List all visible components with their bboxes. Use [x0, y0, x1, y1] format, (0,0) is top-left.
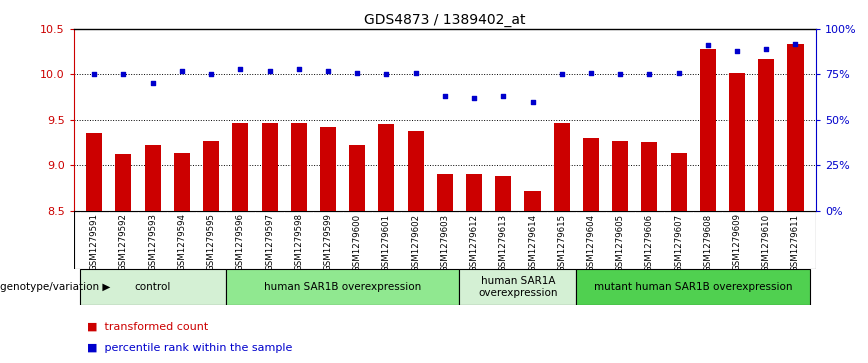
FancyBboxPatch shape — [80, 269, 226, 305]
Text: mutant human SAR1B overexpression: mutant human SAR1B overexpression — [594, 282, 792, 292]
Point — [175, 68, 189, 74]
Bar — [612, 141, 628, 211]
Bar — [233, 122, 248, 211]
Bar — [787, 44, 804, 211]
Text: GSM1279605: GSM1279605 — [615, 213, 625, 272]
Text: GSM1279598: GSM1279598 — [294, 213, 303, 272]
Text: GSM1279597: GSM1279597 — [265, 213, 274, 272]
Point — [263, 68, 277, 74]
Text: GSM1279601: GSM1279601 — [382, 213, 391, 272]
Text: GSM1279603: GSM1279603 — [440, 213, 450, 272]
Text: ■  transformed count: ■ transformed count — [87, 322, 208, 332]
Point — [555, 72, 569, 77]
Point — [496, 93, 510, 99]
Bar — [641, 142, 657, 211]
Text: control: control — [135, 282, 171, 292]
Text: GSM1279599: GSM1279599 — [324, 213, 332, 271]
Point — [409, 70, 423, 76]
Text: GSM1279613: GSM1279613 — [499, 213, 508, 272]
Point — [351, 70, 365, 76]
Text: genotype/variation ▶: genotype/variation ▶ — [0, 282, 110, 292]
Point — [525, 99, 539, 105]
Point — [467, 95, 481, 101]
Text: GSM1279615: GSM1279615 — [557, 213, 566, 272]
Point — [788, 41, 802, 46]
Text: GSM1279609: GSM1279609 — [733, 213, 741, 272]
Point — [379, 72, 393, 77]
Bar — [729, 73, 745, 211]
Bar — [583, 138, 599, 211]
Text: GSM1279591: GSM1279591 — [89, 213, 99, 272]
Text: GSM1279606: GSM1279606 — [645, 213, 654, 272]
Text: GSM1279611: GSM1279611 — [791, 213, 800, 272]
Text: GSM1279612: GSM1279612 — [470, 213, 478, 272]
Text: GSM1279595: GSM1279595 — [207, 213, 215, 272]
Point — [292, 66, 306, 72]
Title: GDS4873 / 1389402_at: GDS4873 / 1389402_at — [364, 13, 526, 26]
Point — [700, 42, 714, 48]
Text: GSM1279592: GSM1279592 — [119, 213, 128, 272]
Bar — [320, 127, 336, 211]
Text: GSM1279614: GSM1279614 — [528, 213, 537, 272]
Bar — [378, 125, 394, 211]
Point — [672, 70, 686, 76]
Text: GSM1279594: GSM1279594 — [177, 213, 187, 272]
Bar — [437, 174, 453, 211]
Bar — [291, 122, 306, 211]
Point — [642, 72, 656, 77]
FancyBboxPatch shape — [576, 269, 810, 305]
Bar — [759, 59, 774, 211]
Point — [321, 68, 335, 74]
Bar — [408, 131, 424, 211]
Text: human SAR1B overexpression: human SAR1B overexpression — [264, 282, 421, 292]
Text: GSM1279608: GSM1279608 — [703, 213, 713, 272]
Bar — [700, 49, 716, 211]
Point — [146, 81, 160, 86]
Text: GSM1279607: GSM1279607 — [674, 213, 683, 272]
Bar — [86, 133, 102, 211]
Text: ■  percentile rank within the sample: ■ percentile rank within the sample — [87, 343, 293, 354]
Bar — [349, 145, 365, 211]
Text: GSM1279604: GSM1279604 — [587, 213, 595, 272]
Point — [584, 70, 598, 76]
Bar — [524, 191, 541, 211]
Bar — [174, 153, 190, 211]
Bar — [261, 122, 278, 211]
Text: human SAR1A
overexpression: human SAR1A overexpression — [478, 276, 557, 298]
FancyBboxPatch shape — [226, 269, 459, 305]
Bar — [496, 176, 511, 211]
Point — [204, 72, 218, 77]
Point — [760, 46, 773, 52]
Bar — [671, 153, 687, 211]
Text: GSM1279593: GSM1279593 — [148, 213, 157, 272]
FancyBboxPatch shape — [459, 269, 576, 305]
Text: GSM1279610: GSM1279610 — [762, 213, 771, 272]
Bar — [203, 141, 219, 211]
Point — [116, 72, 130, 77]
Point — [88, 72, 102, 77]
Text: GSM1279600: GSM1279600 — [352, 213, 362, 272]
Point — [730, 48, 744, 54]
Point — [438, 93, 452, 99]
Point — [233, 66, 247, 72]
Bar — [466, 174, 482, 211]
Bar — [115, 154, 131, 211]
Point — [613, 72, 627, 77]
Bar — [554, 122, 569, 211]
Text: GSM1279596: GSM1279596 — [236, 213, 245, 272]
Bar — [145, 145, 161, 211]
Text: GSM1279602: GSM1279602 — [411, 213, 420, 272]
